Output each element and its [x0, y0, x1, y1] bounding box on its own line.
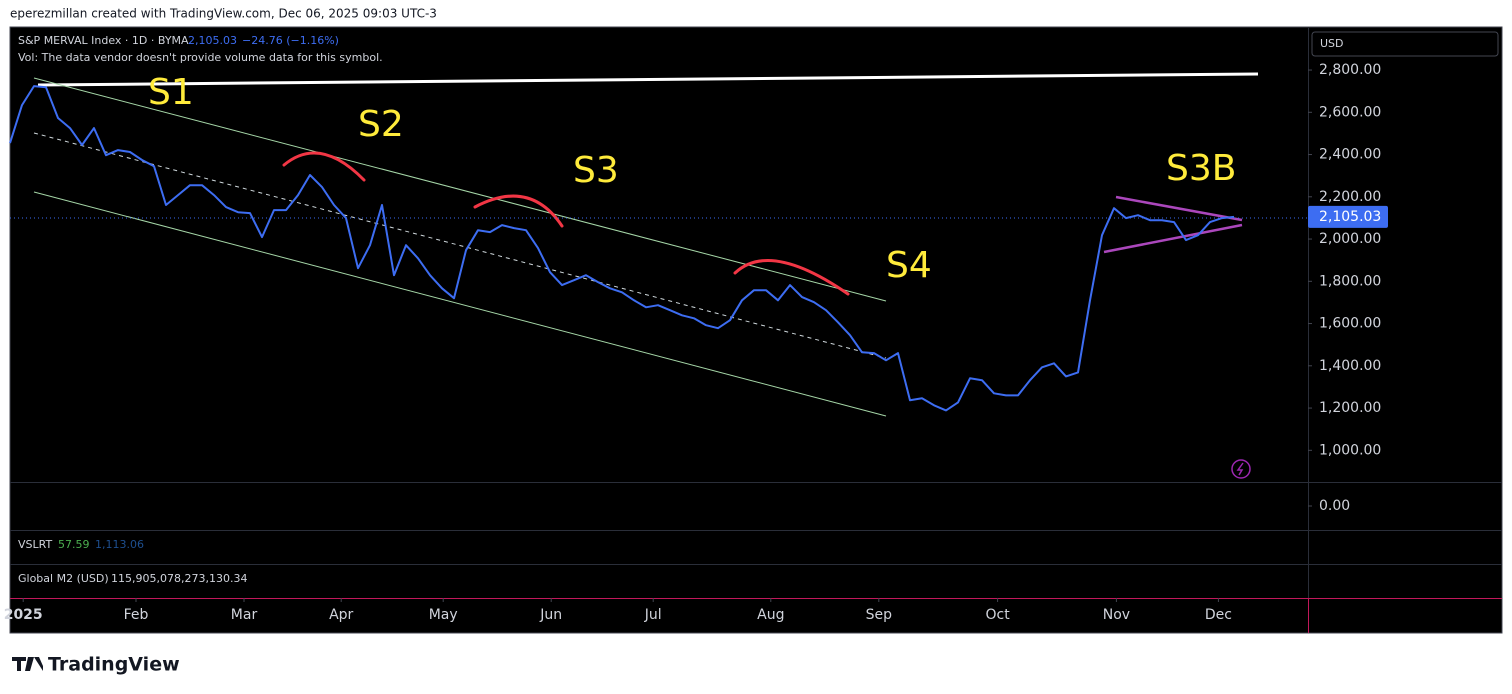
header: eperezmillan created with TradingView.co… [10, 7, 437, 21]
alert-icon[interactable] [1231, 459, 1251, 479]
currency-box[interactable] [1311, 31, 1499, 57]
x-tick-label: Dec [1205, 607, 1232, 623]
alert-bolt [1236, 462, 1244, 476]
x-tick-label: Sep [866, 607, 893, 623]
indicator-value: 1,113.06 [95, 538, 144, 551]
x-tick-label: Mar [231, 607, 258, 623]
triangle-upper [1115, 195, 1243, 222]
legend-symbol: S&P MERVAL Index · 1D · BYMA [18, 34, 189, 47]
channel-upper [33, 77, 887, 302]
resistance-line [37, 72, 1259, 87]
triangle-lower [1103, 223, 1243, 254]
annotation: S3 [573, 150, 619, 191]
x-tick-label: Aug [757, 607, 784, 623]
y-tick-label: 2,600.00 [1319, 104, 1381, 120]
annotation: S2 [358, 104, 404, 145]
y-tick-label: 1,000.00 [1319, 442, 1381, 458]
x-tick-label: Nov [1103, 607, 1130, 623]
currency: USD [1320, 37, 1344, 50]
annotation: S3B [1166, 148, 1236, 189]
indicator-value: 115,905,078,273,130.34 [111, 572, 247, 585]
indicator-value: 57.59 [58, 538, 90, 551]
y-tick-label: 2,800.00 [1319, 62, 1381, 78]
price-line-series [9, 85, 1235, 412]
annotation: S4 [886, 245, 932, 286]
x-tick-label: Apr [329, 607, 353, 623]
annotations: S1 S2 S3 S4 S3B [148, 72, 1236, 286]
channel-lower [33, 191, 887, 417]
plot: 2,800.00 2,600.00 2,400.00 2,200.00 2,000.00… [4, 62, 1388, 623]
y-tick-label: 1,200.00 [1319, 400, 1381, 416]
logo-mark [12, 657, 43, 671]
price-tag [1308, 205, 1388, 228]
logo: TradingView [12, 654, 180, 676]
legend-change: −24.76 (−1.16%) [242, 34, 339, 47]
legend-price: 2,105.03 [188, 34, 237, 47]
indicator-name: VSLRT [18, 538, 52, 551]
x-tick-label: 2025 [4, 607, 43, 623]
arc [473, 194, 564, 228]
y-tick-label: 1,600.00 [1319, 316, 1381, 332]
chart-frame [9, 26, 1503, 634]
volume-note: Vol: The data vendor doesn't provide vol… [18, 51, 383, 64]
y-tick-label: 2,400.00 [1319, 147, 1381, 163]
arc [733, 259, 850, 296]
y-tick-label: 2,200.00 [1319, 189, 1381, 205]
x-tick-label: May [429, 607, 458, 623]
arcs [282, 151, 850, 296]
triangle [1103, 195, 1243, 254]
x-tick-label: Feb [124, 607, 149, 623]
volume-tick-label: 0.00 [1319, 498, 1350, 514]
x-tick-label: Jul [644, 607, 662, 623]
annotation: S1 [148, 72, 194, 113]
y-tick-label: 1,400.00 [1319, 358, 1381, 374]
y-tick-label: 2,000.00 [1319, 231, 1381, 247]
pane-separators [10, 482, 1502, 565]
price-tag-label: 2,105.03 [1319, 209, 1381, 225]
y-tick-label: 1,800.00 [1319, 273, 1381, 289]
x-tick-label: Jun [539, 607, 562, 623]
logo-text: TradingView [48, 654, 180, 676]
indicator-name: Global M2 (USD) [18, 572, 109, 585]
x-tick-label: Oct [985, 607, 1010, 623]
arc [282, 151, 366, 182]
channel-mid [33, 132, 887, 359]
